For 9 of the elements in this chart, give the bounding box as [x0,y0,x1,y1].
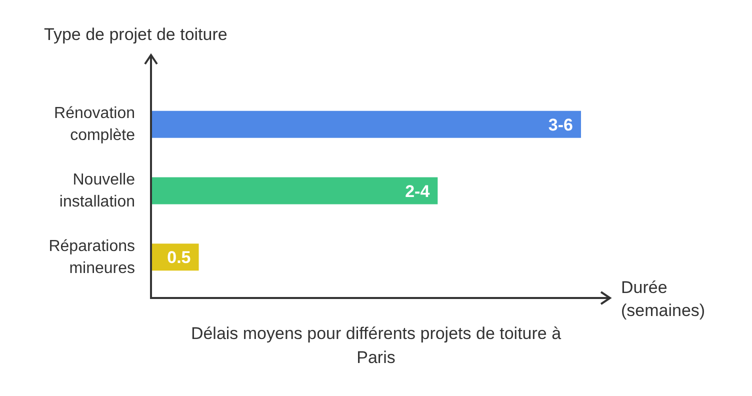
y-tick-label: Nouvelle installation [59,172,136,210]
data-label: 0.5 [167,248,191,268]
y-axis-title: Type de projet de toiture [44,25,228,45]
text: Délais moyens pour différents projets de toiture à Paris [190,323,562,369]
data-label: 3-6 [548,115,573,134]
data-label: 2-4 [405,182,430,201]
y-tick-label: Rénovation complète [54,105,136,144]
x-axis-title: Durée (semaines) [621,277,706,322]
y-tick-label: Réparations mineures [48,238,135,277]
